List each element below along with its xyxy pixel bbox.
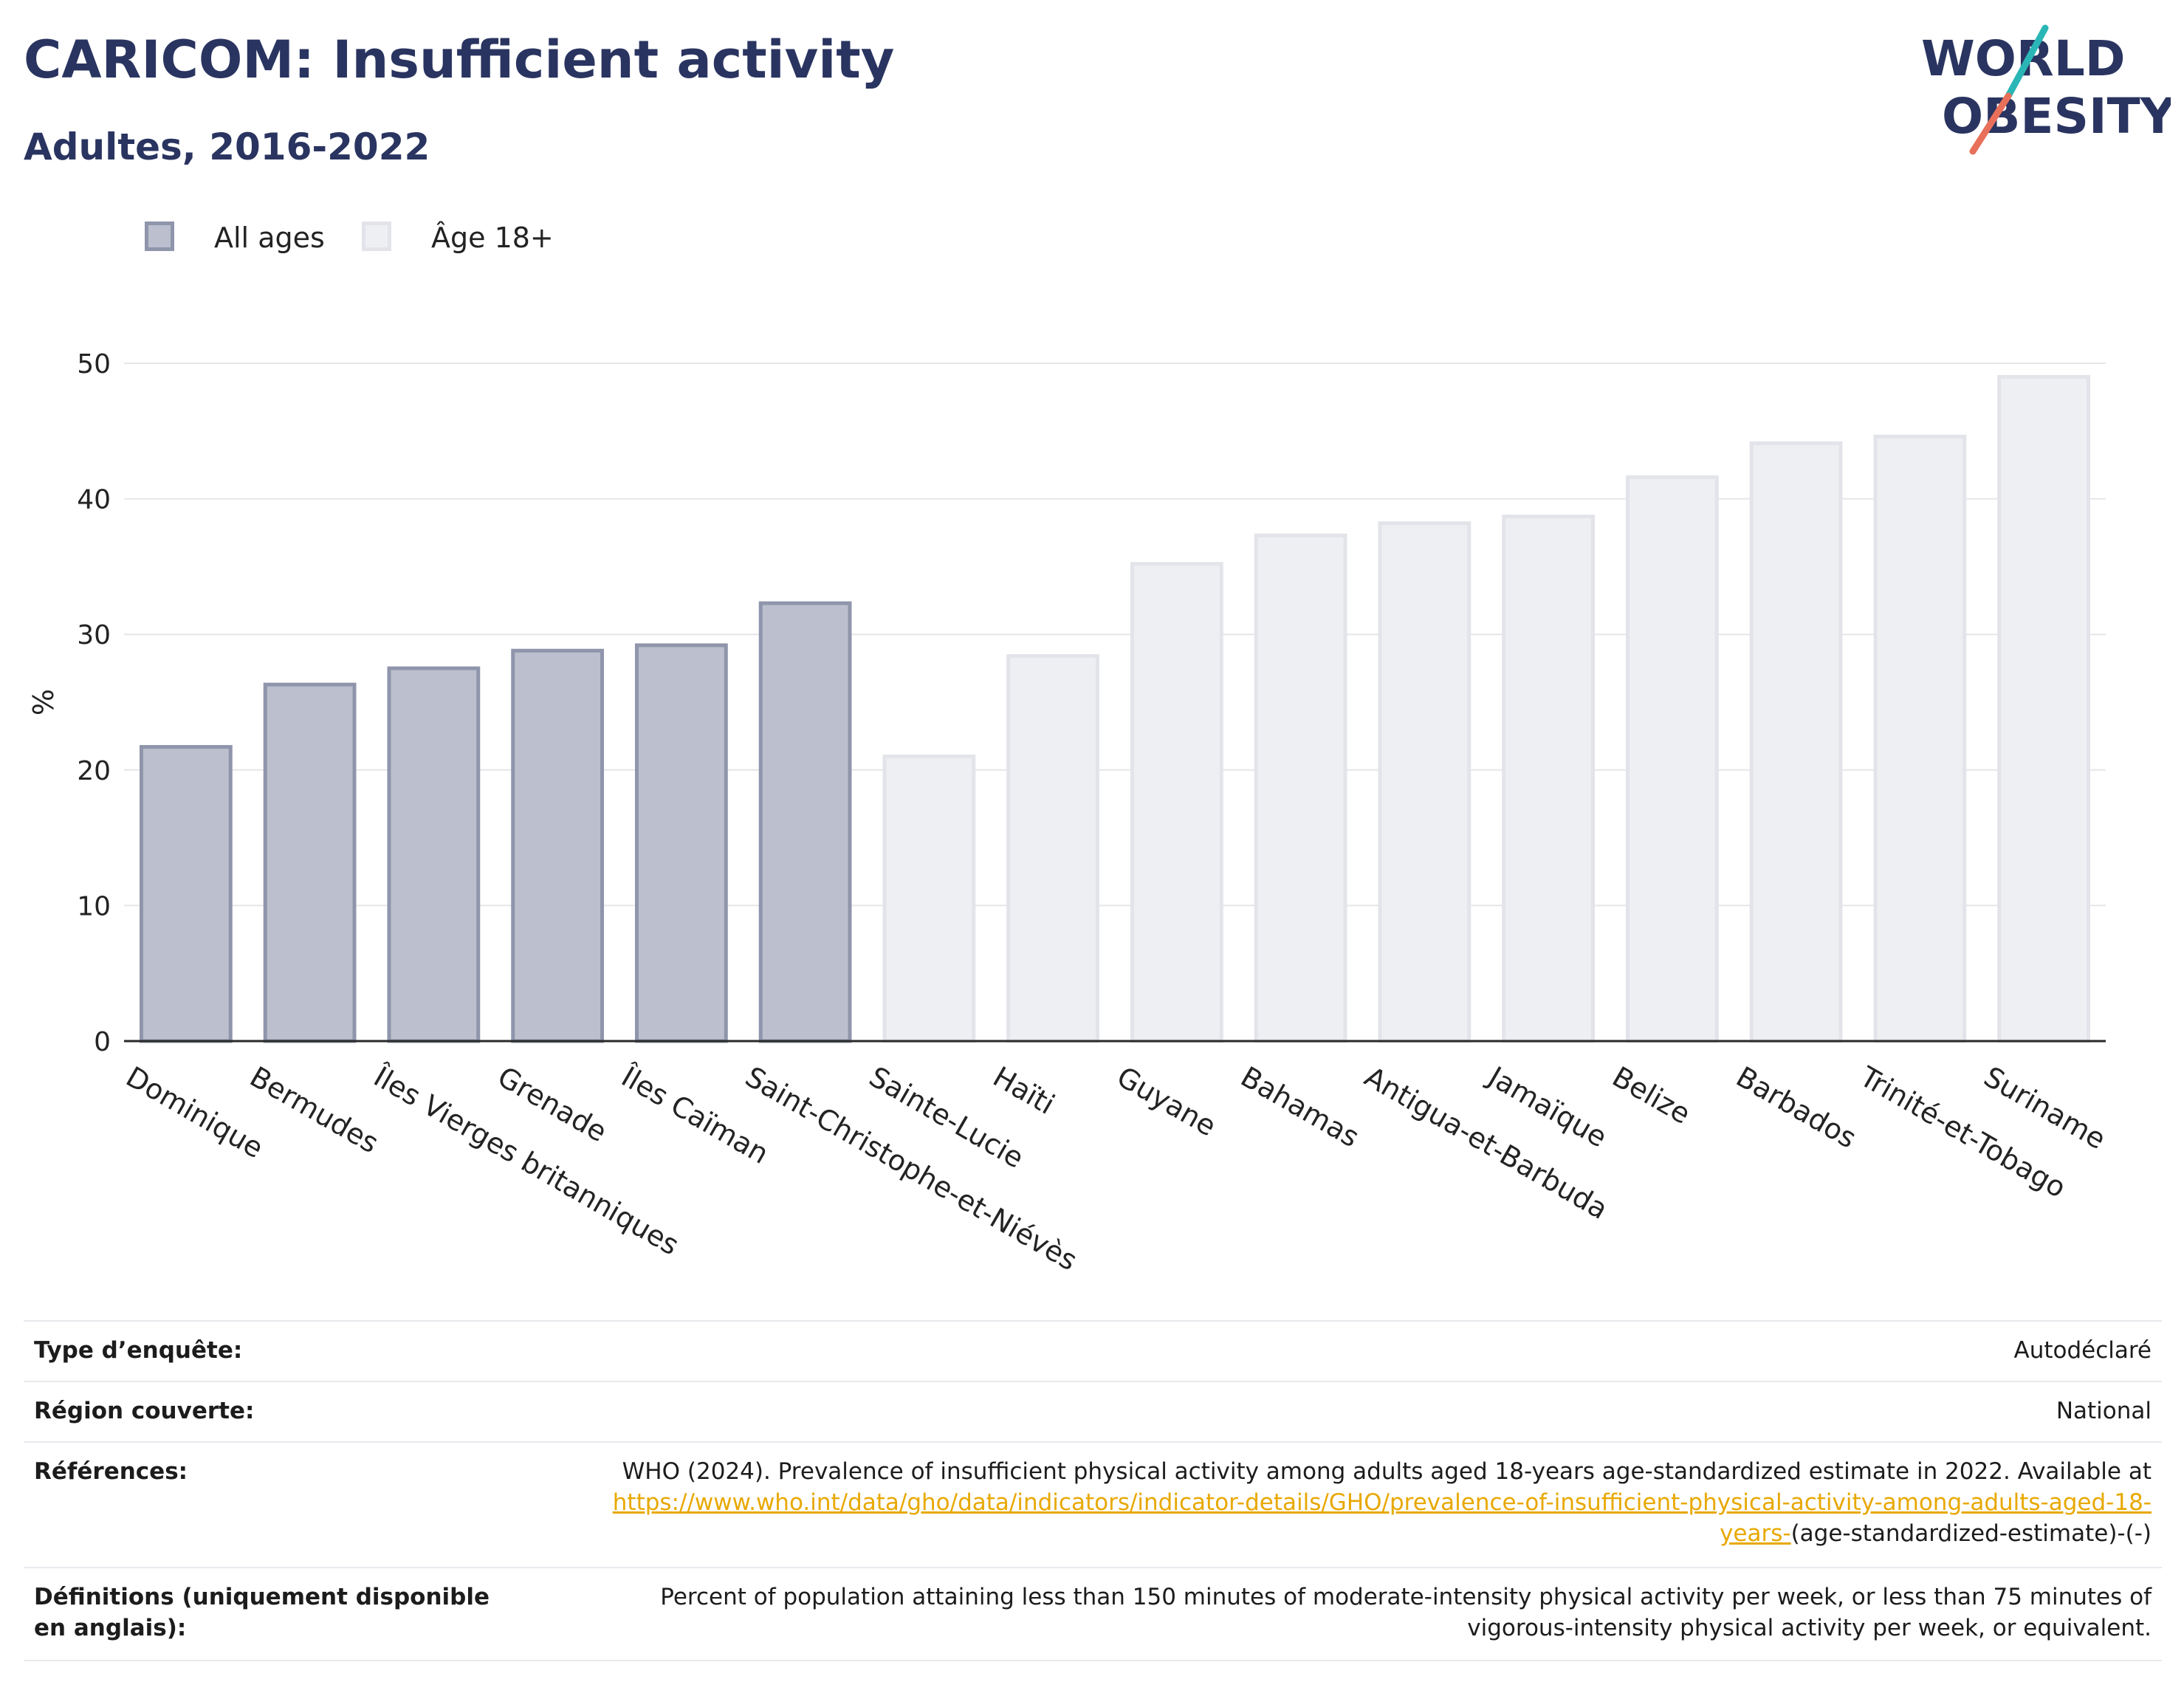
logo-line1: WORLD [1921, 30, 2126, 87]
references-link[interactable]: https://www.who.int/data/gho/data/indica… [612, 1489, 2152, 1547]
y-tick-label: 40 [77, 485, 111, 515]
bar[interactable] [263, 682, 357, 1043]
chart-title: CARICOM: Insufficient activity [24, 30, 895, 90]
bars [139, 374, 2091, 1043]
bar[interactable] [1254, 533, 1347, 1043]
legend-label-age-18-plus: Âge 18+ [431, 222, 554, 254]
bar[interactable] [1378, 521, 1472, 1043]
references-suffix: (age-standardized-estimate)-(-) [1790, 1520, 2152, 1547]
bar[interactable] [387, 666, 481, 1043]
x-tick-label: Dominique [120, 1060, 269, 1164]
x-tick-label: Belize [1607, 1060, 1696, 1130]
bar[interactable] [139, 745, 233, 1043]
references-value: WHO (2024). Prevalence of insufficient p… [564, 1456, 2152, 1549]
y-tick-label: 20 [77, 756, 111, 786]
survey-type-value: Autodéclaré [2013, 1337, 2152, 1364]
logo-slash-coral [1969, 92, 2012, 155]
legend-swatch-all-ages [145, 222, 174, 251]
y-tick-label: 50 [77, 349, 111, 380]
world-obesity-logo: WORLD OBESITY [1921, 24, 2171, 155]
bar[interactable] [1749, 441, 1843, 1043]
bar[interactable] [634, 643, 728, 1043]
info-row-region: Région couverte: National [24, 1382, 2162, 1443]
bar[interactable] [882, 754, 976, 1043]
bar[interactable] [1997, 374, 2091, 1043]
x-tick-label: Barbados [1731, 1060, 1862, 1155]
bar[interactable] [1625, 475, 1719, 1043]
definitions-label: Définitions (uniquement disponible en an… [34, 1584, 490, 1641]
bar[interactable] [511, 648, 605, 1043]
x-tick-label: Trinité-et-Tobago [1854, 1060, 2072, 1204]
info-row-references: Références: WHO (2024). Prevalence of in… [24, 1443, 2162, 1568]
x-tick-label: Bahamas [1235, 1060, 1364, 1154]
y-axis-label: % [27, 689, 60, 715]
bar[interactable] [1873, 434, 1967, 1043]
x-tick-label: Haïti [988, 1060, 1060, 1121]
definitions-value: Percent of population attaining less tha… [660, 1584, 2152, 1641]
references-text: WHO (2024). Prevalence of insufficient p… [622, 1458, 2152, 1485]
y-tick-label: 30 [77, 620, 111, 650]
x-tick-label: Guyane [1111, 1060, 1221, 1142]
references-label: Références: [34, 1458, 188, 1485]
bar[interactable] [758, 601, 852, 1043]
chart-subtitle: Adultes, 2016-2022 [24, 126, 430, 168]
region-value: National [2056, 1398, 2152, 1424]
x-tick-label: Bermudes [244, 1060, 384, 1160]
y-axis-ticks: 0 10 20 30 40 50 [77, 349, 111, 1057]
legend-swatch-age-18-plus [362, 222, 391, 251]
logo-slash-teal [2005, 24, 2049, 100]
logo-line2: OBESITY [1942, 88, 2171, 145]
info-table: Type d’enquête: Autodéclaré Région couve… [24, 1320, 2162, 1661]
bar[interactable] [1006, 654, 1100, 1043]
bar[interactable] [1130, 562, 1223, 1043]
bar[interactable] [1502, 514, 1596, 1043]
survey-type-label: Type d’enquête: [34, 1337, 243, 1364]
legend-label-all-ages: All ages [214, 222, 325, 254]
info-row-survey-type: Type d’enquête: Autodéclaré [24, 1322, 2162, 1382]
y-tick-label: 10 [77, 891, 111, 921]
info-row-definitions: Définitions (uniquement disponible en an… [24, 1568, 2162, 1661]
y-tick-label: 0 [94, 1027, 111, 1057]
region-label: Région couverte: [34, 1398, 255, 1424]
